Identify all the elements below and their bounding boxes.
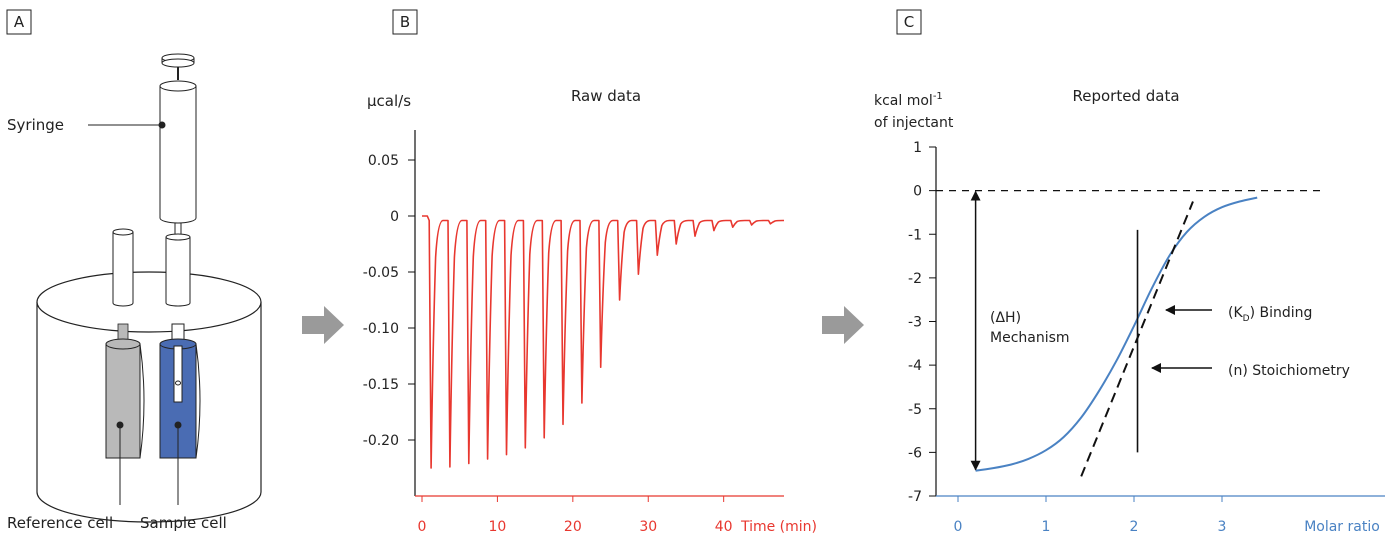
delta-h-label: (ΔH) xyxy=(990,310,1021,326)
raw-data-trace xyxy=(422,215,784,469)
sample-leader-dot xyxy=(174,421,182,429)
panel-a: A Syringe xyxy=(6,9,262,532)
raw-data-x-tick-label: 40 xyxy=(715,519,733,534)
reported-data-y-unit-2: of injectant xyxy=(874,115,954,131)
raw-data-x-tick-label: 30 xyxy=(639,519,657,534)
stoichiometry-label: (n) Stoichiometry xyxy=(1228,363,1350,379)
raw-data-y-tick-label: -0.20 xyxy=(363,433,399,449)
panel-a-letter-box xyxy=(6,9,32,35)
syringe-leader-dot xyxy=(158,121,166,129)
reference-cell xyxy=(105,323,145,459)
reported-data-title: Reported data xyxy=(1072,87,1179,105)
panel-c: C Reported data kcal mol-1 of injectant … xyxy=(874,9,1385,534)
raw-data-x-label: Time (min) xyxy=(740,519,817,534)
reported-data-y-tick-label: -1 xyxy=(908,227,922,243)
binding-label: (KD) Binding xyxy=(1228,305,1312,324)
reported-data-y-tick-label: 1 xyxy=(913,140,922,156)
mechanism-label: Mechanism xyxy=(990,330,1070,346)
reported-data-y-tick-label: -5 xyxy=(908,402,922,418)
panel-b: B Raw data µcal/s 0.05 0 -0.05 -0.10 -0.15 -0… xyxy=(363,9,817,534)
syringe-label: Syringe xyxy=(7,116,64,134)
syringe-needle-in-cell xyxy=(173,345,183,403)
raw-data-y-tick-label: -0.15 xyxy=(363,377,399,393)
panel-b-letter-box xyxy=(392,9,418,35)
raw-data-y-tick-label: 0.05 xyxy=(368,153,399,169)
binding-isotherm-curve xyxy=(975,196,1258,472)
panel-b-letter: B xyxy=(400,13,410,31)
reported-data-x-tick-label: 0 xyxy=(954,519,963,534)
raw-data-y-tick-label: -0.10 xyxy=(363,321,399,337)
reported-data-y-unit: kcal mol-1 xyxy=(874,91,943,109)
arrow-b-to-c-icon xyxy=(822,306,864,344)
reported-data-x-tick-label: 1 xyxy=(1042,519,1051,534)
reported-data-y-tick-label: -7 xyxy=(908,489,922,505)
reported-data-y-tick-label: -2 xyxy=(908,271,922,287)
sample-cell-label: Sample cell xyxy=(140,514,227,532)
reported-data-x-tick-label: 2 xyxy=(1130,519,1139,534)
reported-data-y-tick-label: -3 xyxy=(908,315,922,331)
raw-data-title: Raw data xyxy=(571,87,641,105)
sample-cell xyxy=(159,323,201,459)
raw-data-unit: µcal/s xyxy=(367,92,411,110)
raw-data-axes: 0.05 0 -0.05 -0.10 -0.15 -0.20 0 10 20 30 40 xyxy=(363,130,784,534)
reported-data-x-tick-label: 3 xyxy=(1218,519,1227,534)
raw-data-x-tick-label: 20 xyxy=(564,519,582,534)
panel-a-letter: A xyxy=(14,13,25,31)
calorimeter-body xyxy=(36,270,262,523)
reported-data-y-tick-label: 0 xyxy=(913,184,922,200)
arrow-a-to-b-icon xyxy=(302,306,344,344)
reported-data-x-label: Molar ratio xyxy=(1304,519,1380,534)
raw-data-y-tick-label: 0 xyxy=(390,209,399,225)
reported-data-y-tick-label: -4 xyxy=(908,358,922,374)
raw-data-x-tick-label: 10 xyxy=(489,519,507,534)
syringe-barrel xyxy=(159,80,197,236)
syringe-plunger xyxy=(161,53,195,80)
reported-data-axes: 1 0 -1 -2 -3 -4 -5 -6 -7 0 1 2 3 xyxy=(908,140,1385,534)
panel-c-letter: C xyxy=(904,13,914,31)
raw-data-y-tick-label: -0.05 xyxy=(363,265,399,281)
raw-data-x-tick-label: 0 xyxy=(418,519,427,534)
reference-leader-dot xyxy=(116,421,124,429)
panel-c-letter-box xyxy=(896,9,922,35)
reference-cell-label: Reference cell xyxy=(7,514,113,532)
reported-data-y-tick-label: -6 xyxy=(908,445,922,461)
